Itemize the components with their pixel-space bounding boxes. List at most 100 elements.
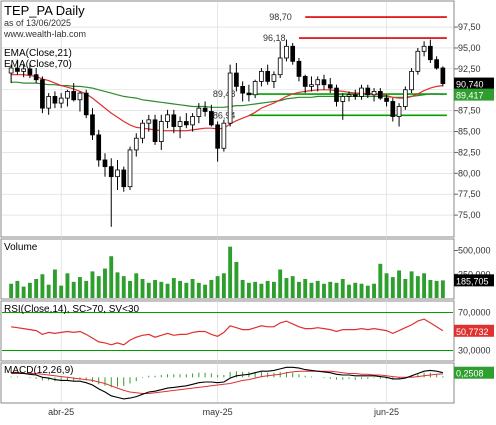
- volume-bar: [203, 284, 208, 298]
- macd-last-text: 0,2508: [456, 369, 484, 379]
- volume-bar: [415, 276, 420, 298]
- resistance-level-label: 98,70: [269, 12, 292, 22]
- price-tick-label: 75,00: [458, 210, 481, 220]
- candle-down: [52, 96, 58, 104]
- candle-up: [190, 116, 195, 126]
- price-tick-label: 80,00: [458, 168, 481, 178]
- macd-panel: [0, 362, 455, 404]
- volume-bar: [178, 280, 183, 298]
- volume-tick-label: 250,000: [458, 269, 491, 279]
- volume-bar: [109, 256, 114, 298]
- candle-down: [428, 45, 433, 61]
- volume-bar: [40, 274, 45, 298]
- candle-up: [315, 79, 321, 86]
- candle-down: [327, 84, 333, 89]
- volume-bar: [428, 279, 433, 298]
- volume-bar: [353, 282, 358, 298]
- candle-down: [102, 159, 108, 168]
- volume-bar: [309, 282, 314, 298]
- volume-bar: [384, 273, 389, 298]
- ema-slow-line: [11, 81, 443, 108]
- volume-bar: [52, 269, 57, 298]
- volume-bar: [27, 282, 32, 298]
- candle-up: [371, 91, 377, 96]
- candle-down: [171, 114, 177, 127]
- macd-label: MACD(12,26,9): [4, 365, 73, 376]
- candle-up: [177, 121, 183, 127]
- last-price-text: 90,740: [456, 80, 484, 90]
- volume-bar: [359, 283, 364, 298]
- volume-bar: [59, 285, 64, 298]
- volume-bar: [297, 281, 301, 298]
- candle-up: [346, 94, 352, 97]
- volume-bar: [34, 279, 39, 298]
- volume-bar: [253, 281, 258, 298]
- price-tick-label: 97,50: [458, 22, 481, 32]
- volume-bar: [397, 270, 402, 298]
- candle-up: [271, 74, 277, 82]
- candle-up: [221, 122, 227, 149]
- candle-up: [309, 84, 314, 87]
- candle-up: [8, 67, 14, 74]
- price-tick-label: 95,00: [458, 43, 481, 53]
- volume-bar: [434, 280, 439, 298]
- x-tick-label: jun-25: [373, 407, 399, 417]
- candle-down: [246, 92, 252, 96]
- candle-down: [209, 111, 214, 126]
- candle-up: [115, 169, 120, 178]
- candle-up: [252, 80, 258, 96]
- volume-bar: [372, 283, 376, 298]
- candle-down: [202, 107, 208, 112]
- volume-bar: [284, 278, 289, 298]
- resistance-level-label: 96,18: [263, 33, 286, 43]
- volume-last-text: 185,705: [456, 276, 489, 286]
- ema-slow-label: EMA(Close,70): [4, 59, 72, 70]
- candle-up: [340, 96, 346, 102]
- candle-up: [421, 45, 427, 52]
- candle-up: [158, 121, 164, 142]
- macd-line: [11, 366, 444, 400]
- candle-up: [65, 91, 70, 99]
- candle-up: [259, 70, 264, 82]
- candle-down: [96, 134, 102, 161]
- volume-bar: [315, 280, 320, 298]
- candle-down: [71, 91, 77, 101]
- candle-down: [152, 119, 158, 142]
- volume-bar: [146, 282, 151, 298]
- candle-up: [359, 87, 364, 97]
- volume-bar: [265, 280, 270, 298]
- candle-down: [434, 59, 439, 69]
- candle-down: [40, 79, 45, 109]
- volume-bar: [96, 276, 101, 298]
- volume-bar: [228, 246, 233, 298]
- volume-bar: [184, 282, 189, 298]
- volume-bar: [159, 281, 164, 298]
- volume-bar: [171, 278, 176, 298]
- candle-down: [321, 79, 327, 86]
- candle-up: [409, 70, 414, 91]
- volume-bar: [378, 263, 383, 298]
- price-tick-label: 87,50: [458, 106, 481, 116]
- rsi-tick-label: 70,0000: [458, 308, 491, 318]
- volume-bar: [322, 283, 326, 298]
- candle-up: [21, 68, 26, 72]
- candle-down: [27, 68, 33, 76]
- volume-bar: [140, 279, 145, 298]
- volume-bar: [290, 276, 295, 298]
- volume-bar: [46, 284, 51, 298]
- rsi-line: [11, 318, 444, 346]
- last-price-badge: [454, 77, 494, 90]
- volume-bar: [71, 281, 76, 298]
- price-panel: [0, 0, 455, 238]
- rsi-label: RSI(Close,14), SC>70, SV<30: [4, 304, 140, 315]
- volume-bar: [303, 279, 308, 298]
- volume-bar: [196, 282, 201, 298]
- macd-last-badge: [454, 366, 494, 379]
- candle-down: [83, 92, 89, 116]
- candle-up: [284, 45, 289, 59]
- candle-down: [265, 70, 271, 82]
- candle-up: [146, 119, 152, 124]
- candle-up: [415, 50, 421, 72]
